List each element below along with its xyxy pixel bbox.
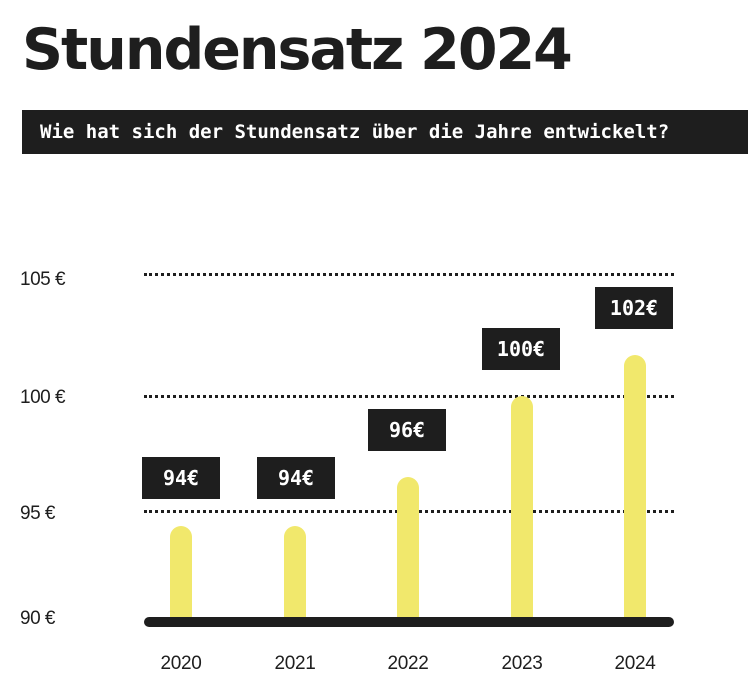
x-tick-2024: 2024: [614, 653, 656, 674]
value-label-2022: 96€: [368, 409, 446, 451]
bar-2022: [397, 477, 419, 622]
y-tick-90: 90 €: [20, 608, 55, 629]
x-tick-2023: 2023: [501, 653, 543, 674]
bar-2024: [624, 355, 646, 622]
value-label-2023: 100€: [482, 328, 560, 370]
bar-2021: [284, 526, 306, 622]
value-label-2021: 94€: [257, 457, 335, 499]
bar-2023: [511, 396, 533, 622]
x-tick-2020: 2020: [160, 653, 202, 674]
value-label-2024: 102€: [595, 287, 673, 329]
y-tick-100: 100 €: [20, 387, 66, 408]
gridline-105: [144, 273, 674, 276]
x-tick-2022: 2022: [387, 653, 429, 674]
value-label-2020: 94€: [142, 457, 220, 499]
gridline-100: [144, 395, 674, 398]
chart-subtitle: Wie hat sich der Stundensatz über die Ja…: [22, 110, 748, 154]
page-title: Stundensatz 2024: [22, 17, 573, 83]
y-tick-95: 95 €: [20, 503, 55, 524]
y-tick-105: 105 €: [20, 269, 66, 290]
x-axis-baseline: [144, 617, 674, 627]
x-tick-2021: 2021: [274, 653, 316, 674]
bar-2020: [170, 526, 192, 622]
